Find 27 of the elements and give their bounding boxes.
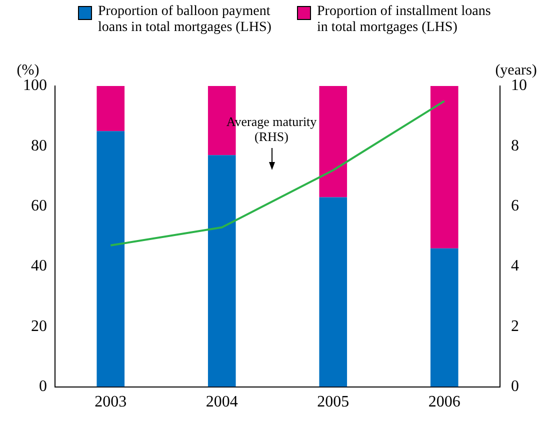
bar bbox=[319, 197, 348, 387]
y2-tick-label: 6 bbox=[511, 198, 519, 215]
bar bbox=[430, 86, 458, 248]
y-tick-label: 20 bbox=[31, 318, 47, 335]
x-tick-label: 2006 bbox=[428, 394, 460, 411]
x-tick-label: 2005 bbox=[317, 394, 350, 411]
y-tick-label: 100 bbox=[23, 77, 47, 94]
y-axis-title: (%) bbox=[16, 62, 40, 78]
bar bbox=[208, 155, 236, 387]
bar bbox=[319, 86, 348, 198]
y2-tick-label: 4 bbox=[511, 258, 519, 275]
x-tick-label: 2003 bbox=[94, 394, 127, 411]
bar bbox=[96, 131, 125, 387]
legend-label: Proportion of balloon payment loans in total mortgages (LHS) bbox=[98, 4, 272, 36]
bar bbox=[430, 248, 458, 387]
legend-label: Proportion of installment loans in total mortgages (LHS) bbox=[317, 4, 492, 36]
y-tick-label: 0 bbox=[39, 378, 47, 396]
y2-tick-label: 8 bbox=[511, 137, 519, 154]
y2-tick-label: 2 bbox=[511, 318, 519, 335]
y-tick-label: 80 bbox=[31, 137, 47, 154]
y2-axis-title: (years) bbox=[495, 62, 537, 78]
bar bbox=[96, 86, 125, 132]
x-tick-label: 2004 bbox=[206, 394, 238, 411]
y2-tick-label: 10 bbox=[511, 77, 527, 94]
y-tick-label: 60 bbox=[31, 198, 47, 215]
y-tick-label: 40 bbox=[31, 258, 47, 275]
y2-tick-label: 0 bbox=[511, 378, 519, 396]
